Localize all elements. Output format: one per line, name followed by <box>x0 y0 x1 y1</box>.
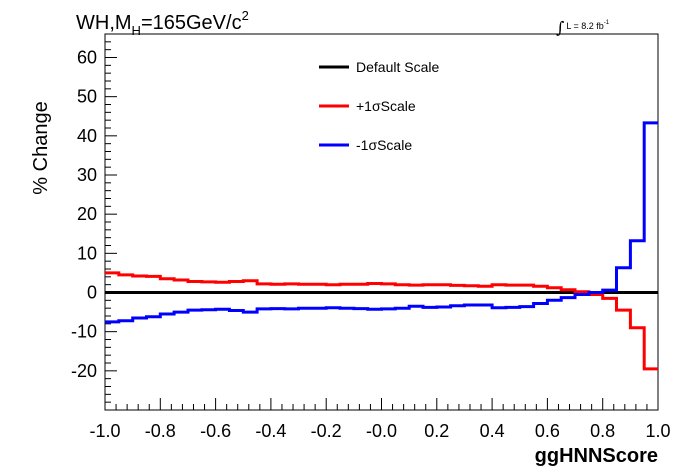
x-tick-label: -1.0 <box>89 421 120 441</box>
plot-frame <box>104 33 659 411</box>
legend-label-1: +1σScale <box>356 98 416 114</box>
x-tick-label: -0.2 <box>311 421 342 441</box>
integral-symbol-icon: ∫ <box>556 18 565 37</box>
x-tick-label: 0.2 <box>424 421 449 441</box>
y-tick-label: 0 <box>87 283 97 303</box>
x-tick-label: -0.0 <box>366 421 397 441</box>
x-tick-label: -0.4 <box>255 421 286 441</box>
series-line-1 <box>105 271 658 371</box>
legend-label-0: Default Scale <box>356 59 439 75</box>
x-tick-label: 1.0 <box>645 421 670 441</box>
luminosity-label: ∫ L = 8.2 fb-1 <box>556 18 610 37</box>
y-tick-label: 30 <box>77 165 97 185</box>
series-line-2 <box>105 121 658 324</box>
legend-label-2: -1σScale <box>356 137 412 153</box>
y-tick-label: -10 <box>71 322 97 342</box>
x-tick-label: 0.4 <box>480 421 505 441</box>
x-tick-label: -0.8 <box>145 421 176 441</box>
y-tick-label: 20 <box>77 204 97 224</box>
plot-title: WH,MH=165GeV/c2 <box>76 8 249 38</box>
y-tick-label: 40 <box>77 126 97 146</box>
x-tick-label: 0.8 <box>590 421 615 441</box>
y-tick-label: 10 <box>77 243 97 263</box>
x-tick-label: 0.6 <box>535 421 560 441</box>
x-axis-label: ggHNNScore <box>535 445 658 467</box>
x-tick-label: -0.6 <box>200 421 231 441</box>
y-axis-label: % Change <box>30 101 52 194</box>
y-tick-label: 60 <box>77 48 97 68</box>
y-tick-label: 50 <box>77 87 97 107</box>
y-tick-label: -20 <box>71 361 97 381</box>
